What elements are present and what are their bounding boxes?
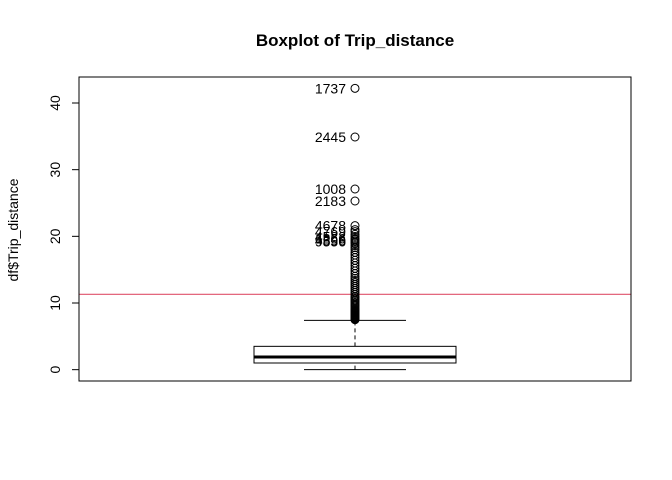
outlier-point <box>350 250 360 260</box>
plot-frame <box>78 76 632 382</box>
outlier-label: 4769 <box>315 224 346 240</box>
outlier-label: 4596 <box>315 232 346 248</box>
outlier-point <box>350 229 360 239</box>
outlier-label: 2183 <box>315 193 346 209</box>
outlier-points-layer <box>350 83 360 325</box>
y-tick-label: 20 <box>47 228 63 244</box>
chart-title: Boxplot of Trip_distance <box>256 31 454 50</box>
outlier-label: 1256 <box>315 230 346 246</box>
outlier-label: 1008 <box>315 181 346 197</box>
y-tick-label: 30 <box>47 162 63 178</box>
iqr-box <box>253 345 457 364</box>
box-layer <box>253 319 457 371</box>
outlier-label: 4522 <box>315 228 346 244</box>
outlier-point <box>350 196 360 206</box>
outlier-label: 9556 <box>315 234 346 250</box>
outlier-label: 1737 <box>315 80 346 96</box>
outlier-label: 2445 <box>315 129 346 145</box>
y-tick-label: 10 <box>47 295 63 311</box>
y-tick-label: 40 <box>47 95 63 111</box>
outlier-point <box>350 221 360 231</box>
y-tick-label: 0 <box>47 366 63 374</box>
outlier-point <box>350 225 360 235</box>
y-axis-label: df$Trip_distance <box>5 178 21 281</box>
outlier-point <box>350 132 360 142</box>
outlier-label: 4678 <box>315 218 346 234</box>
y-axis: 0 10 20 30 40 <box>47 95 80 374</box>
outlier-point <box>350 83 360 93</box>
outlier-point <box>350 247 360 257</box>
outlier-point <box>350 184 360 194</box>
